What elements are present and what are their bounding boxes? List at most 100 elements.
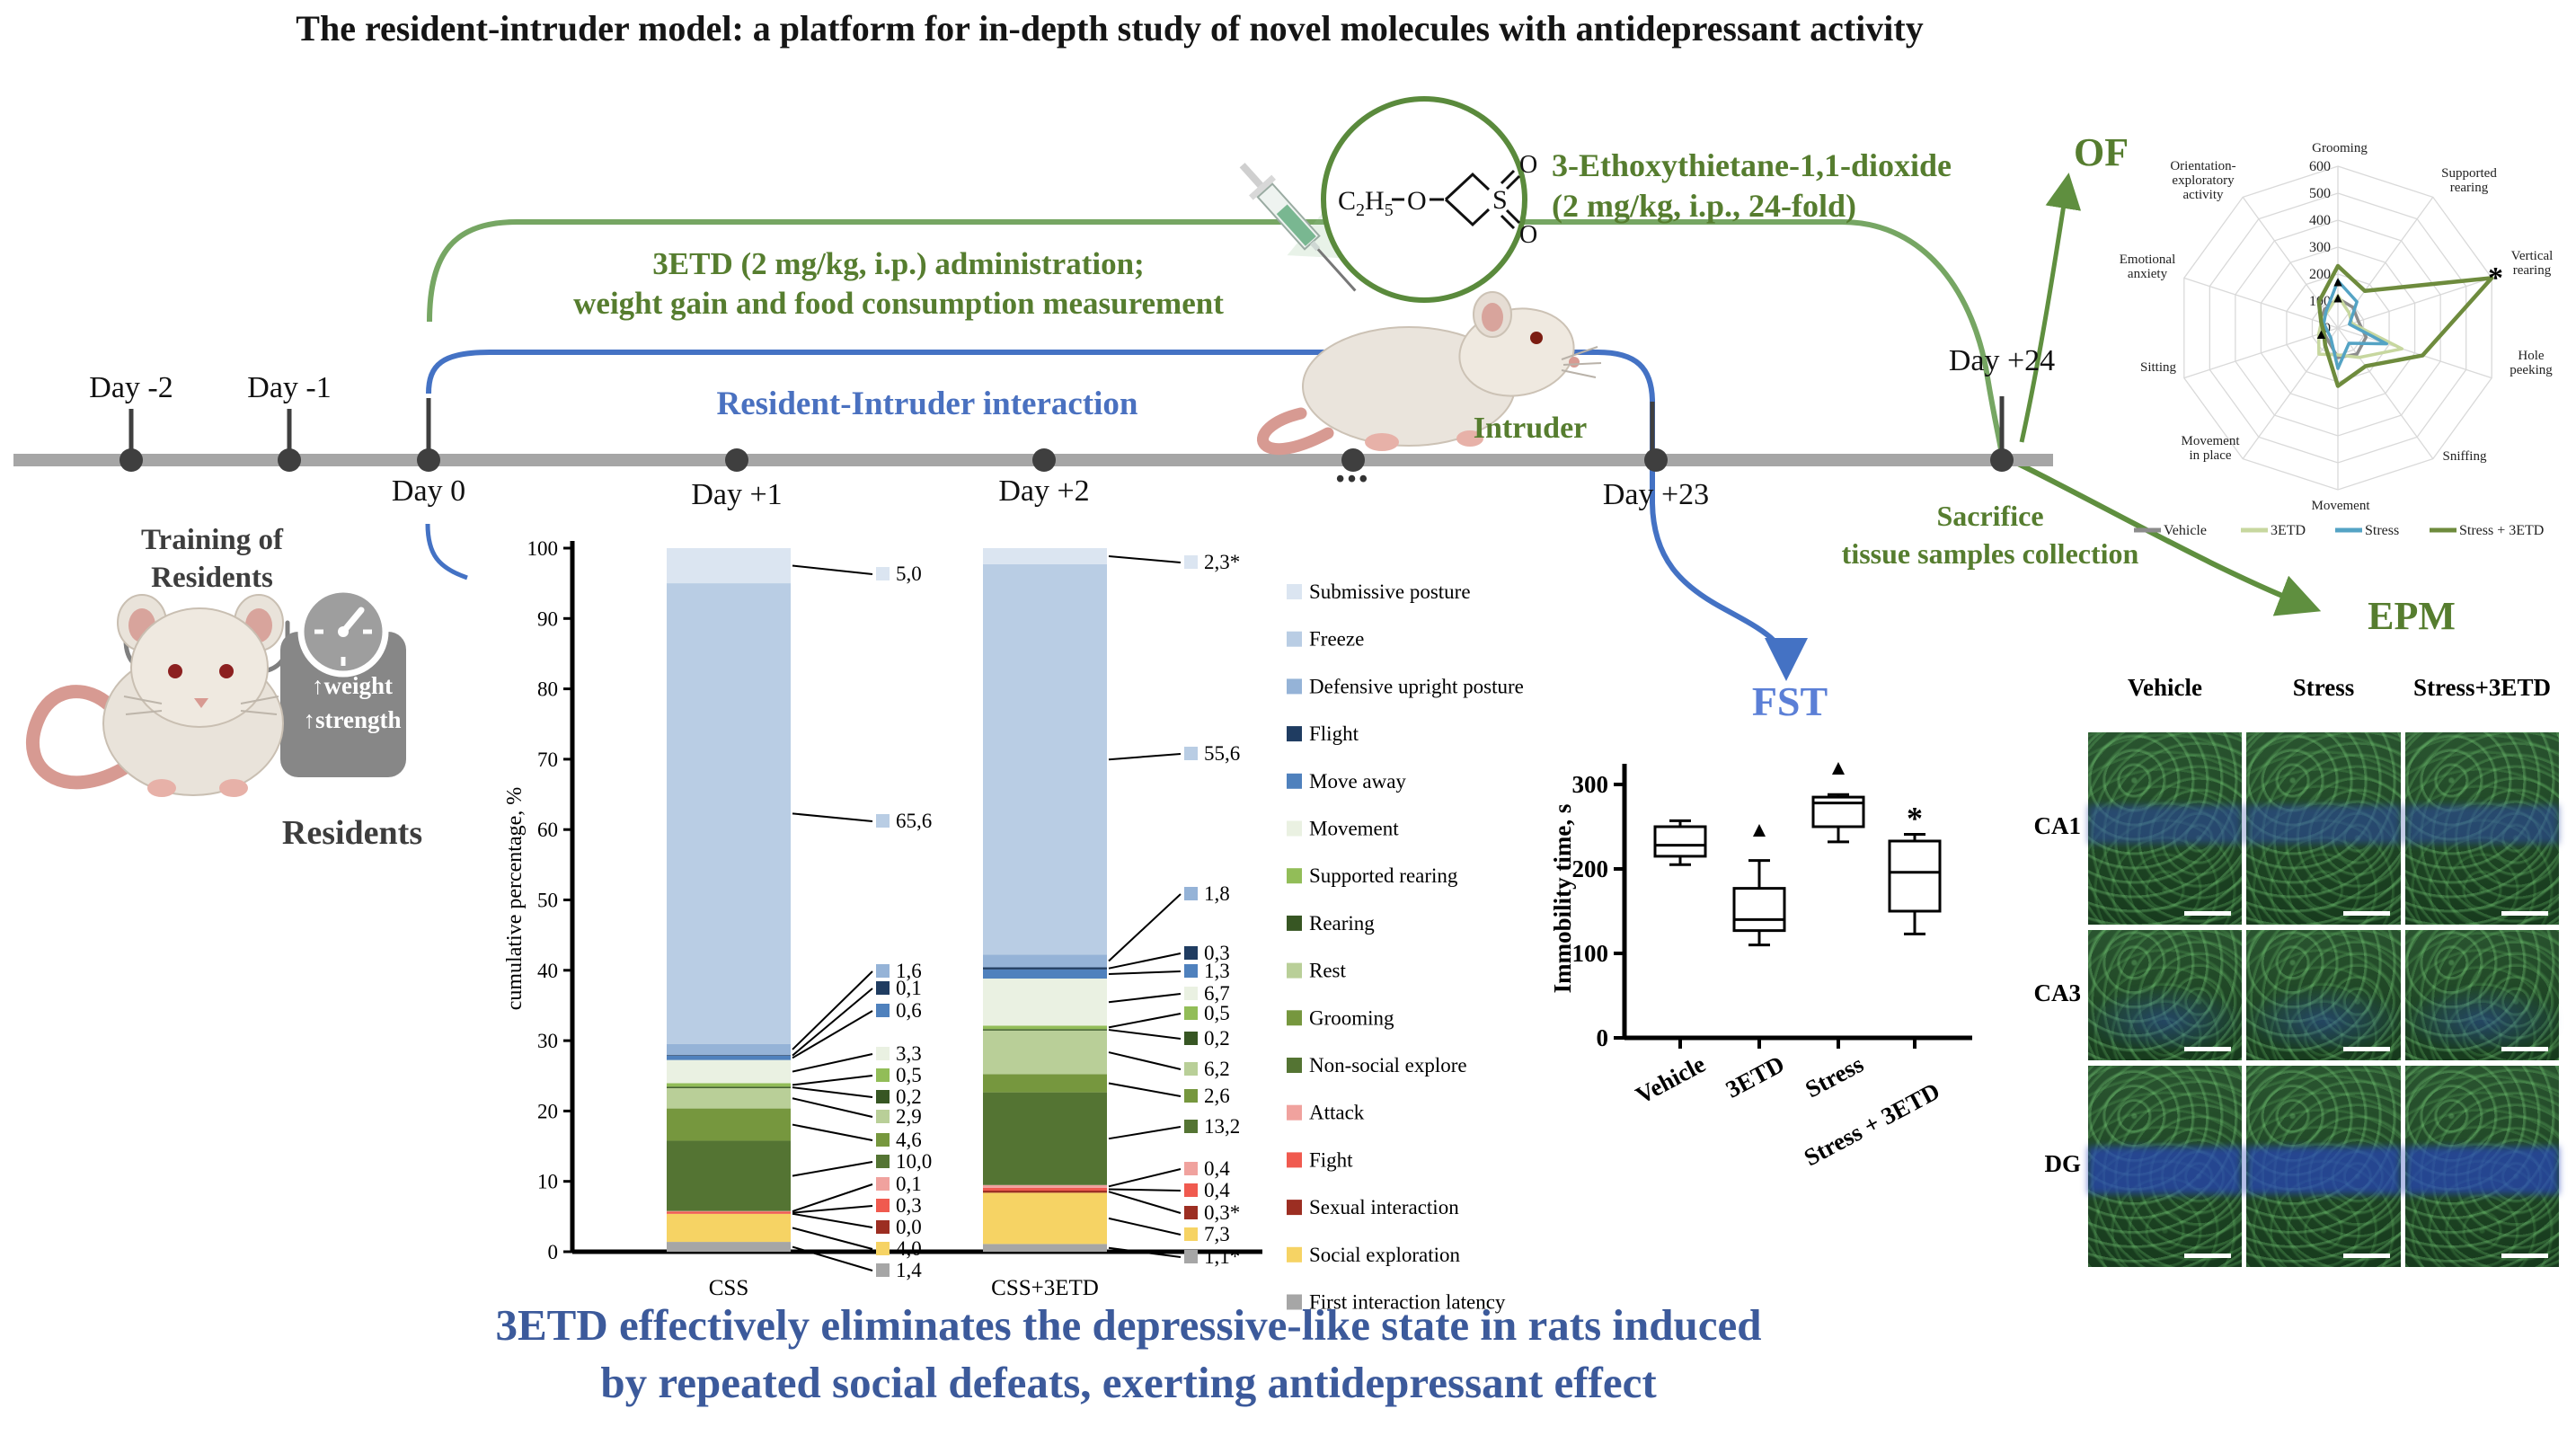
microscopy-row-label: CA1 xyxy=(2033,812,2082,839)
micrograph-CA1-Vehicle xyxy=(2088,732,2242,925)
svg-text:40: 40 xyxy=(537,960,558,982)
svg-text:C2H5: C2H5 xyxy=(1338,186,1394,220)
cell-nuclei-band xyxy=(2405,988,2559,1048)
interaction-label: Resident-Intruder interaction xyxy=(716,385,1138,422)
scale-bar xyxy=(2184,1254,2231,1258)
cell-nuclei-band xyxy=(2088,1146,2242,1195)
svg-text:0,5: 0,5 xyxy=(1204,1002,1230,1024)
box-Vehicle xyxy=(1653,819,1707,866)
svg-text:*: * xyxy=(2488,261,2503,295)
fst-box-plot: 0 100 200 300 Immobility time, s Vehicle ▲ 3ETD… xyxy=(1549,757,1972,1171)
micrograph-CA3-Vehicle xyxy=(2088,930,2242,1060)
scale-bar xyxy=(2501,911,2548,916)
svg-text:3,3: 3,3 xyxy=(896,1042,922,1065)
svg-text:Stress: Stress xyxy=(1801,1050,1868,1103)
timeline-stems xyxy=(128,396,2005,454)
box-Stress xyxy=(1811,793,1865,844)
scale-bar xyxy=(2343,1047,2390,1051)
svg-text:Social exploration: Social exploration xyxy=(1309,1244,1460,1266)
svg-text:1,3: 1,3 xyxy=(1204,960,1230,982)
svg-text:0,3*: 0,3* xyxy=(1204,1201,1240,1224)
micrograph-DG-Vehicle xyxy=(2088,1066,2242,1267)
stacked-bar-chart: 0 10 20 30 40 50 60 70 80 90 100 cumulative percent… xyxy=(503,537,1524,1314)
sacrifice-line2: tissue samples collection xyxy=(1841,537,2139,570)
svg-text:S: S xyxy=(1492,185,1508,215)
scale-bar xyxy=(2184,911,2231,916)
cell-nuclei-band xyxy=(2246,988,2401,1048)
open-field-radar-chart: 6005004003002001000*▲▲▲GroomingSupported… xyxy=(2120,141,2554,538)
scale-bar xyxy=(2343,1254,2390,1258)
day-label: Day -1 xyxy=(247,371,332,404)
compound-name-line1: 3-Ethoxythietane-1,1-dioxide xyxy=(1552,147,1952,183)
svg-text:Freeze: Freeze xyxy=(1309,628,1364,651)
svg-text:300: 300 xyxy=(2309,240,2331,255)
svg-text:80: 80 xyxy=(537,678,558,701)
resident-rat-illustration xyxy=(26,586,406,797)
svg-text:2,6: 2,6 xyxy=(1204,1085,1230,1107)
scale-bar xyxy=(2501,1047,2548,1051)
caption-line1: 3ETD effectively eliminates the depressi… xyxy=(495,1300,1762,1350)
svg-text:0: 0 xyxy=(1597,1024,1609,1051)
svg-text:0,3: 0,3 xyxy=(1204,942,1230,964)
svg-text:0,2: 0,2 xyxy=(1204,1027,1230,1050)
svg-text:Move away: Move away xyxy=(1309,770,1406,793)
svg-text:Movement: Movement xyxy=(1309,818,1399,840)
svg-text:O: O xyxy=(1519,151,1537,179)
svg-text:Stress + 3ETD: Stress + 3ETD xyxy=(2459,523,2544,538)
svg-text:0,1: 0,1 xyxy=(896,1173,922,1195)
compound-structure: C2H5 O SOO xyxy=(1321,96,1537,303)
svg-text:500: 500 xyxy=(2309,186,2331,201)
svg-text:Rest: Rest xyxy=(1309,960,1347,982)
svg-text:2,9: 2,9 xyxy=(896,1105,922,1128)
svg-text:7,3: 7,3 xyxy=(1204,1223,1230,1245)
svg-text:20: 20 xyxy=(537,1100,558,1122)
micrograph-CA3-Stress+3ETD xyxy=(2405,930,2559,1060)
caption-line2: by repeated social defeats, exerting ant… xyxy=(600,1358,1657,1407)
svg-text:3ETD: 3ETD xyxy=(1722,1050,1789,1103)
svg-text:0: 0 xyxy=(548,1241,559,1263)
svg-text:CSS+3ETD: CSS+3ETD xyxy=(991,1276,1099,1300)
day-label: Day +24 xyxy=(1948,344,2056,377)
bar-CSS+3ETD xyxy=(983,548,1107,1252)
svg-text:13,2: 13,2 xyxy=(1204,1115,1240,1138)
badge-weight-label: ↑weight xyxy=(312,672,393,699)
of-label: OF xyxy=(2074,130,2129,174)
svg-text:▲: ▲ xyxy=(1828,757,1849,780)
admin-text-line1: 3ETD (2 mg/kg, i.p.) administration; xyxy=(652,246,1145,281)
microscopy-column-header: Vehicle xyxy=(2128,674,2202,701)
day-label: Day 0 xyxy=(391,474,466,508)
bar-CSS xyxy=(667,548,791,1252)
timeline-ellipsis: ••• xyxy=(1335,465,1371,493)
svg-text:Fight: Fight xyxy=(1309,1148,1353,1171)
svg-text:6,2: 6,2 xyxy=(1204,1058,1230,1080)
cell-nuclei-band xyxy=(2405,805,2559,845)
svg-text:1,1*: 1,1* xyxy=(1204,1245,1240,1268)
micrograph-CA3-Stress xyxy=(2246,930,2401,1060)
box-3ETD xyxy=(1732,859,1786,947)
svg-text:Movement: Movement xyxy=(2312,499,2371,513)
svg-text:10,0: 10,0 xyxy=(896,1150,932,1173)
micrograph-CA1-Stress+3ETD xyxy=(2405,732,2559,925)
svg-text:Vehicle: Vehicle xyxy=(1631,1050,1709,1109)
svg-text:0,2: 0,2 xyxy=(896,1085,922,1108)
bar-value-labels: 5,065,61,60,10,63,30,50,22,94,610,00,10,… xyxy=(792,563,932,1281)
blue-hook xyxy=(425,523,468,580)
svg-text:Stress: Stress xyxy=(2365,523,2399,538)
cell-nuclei-band xyxy=(2088,805,2242,845)
rat-tail xyxy=(26,685,151,790)
sacrifice-line1: Sacrifice xyxy=(1936,500,2044,532)
svg-text:6,7: 6,7 xyxy=(1204,982,1230,1005)
microscopy-row-label: CA3 xyxy=(2033,979,2082,1006)
svg-text:4,0: 4,0 xyxy=(896,1237,922,1260)
scale-icon xyxy=(280,586,406,777)
svg-text:First interaction latency: First interaction latency xyxy=(1309,1291,1506,1314)
green-admin-bracket xyxy=(427,219,2005,456)
svg-text:0,3: 0,3 xyxy=(896,1194,922,1217)
svg-text:Defensive upright posture: Defensive upright posture xyxy=(1309,675,1524,697)
training-label-line2: Residents xyxy=(151,562,273,594)
